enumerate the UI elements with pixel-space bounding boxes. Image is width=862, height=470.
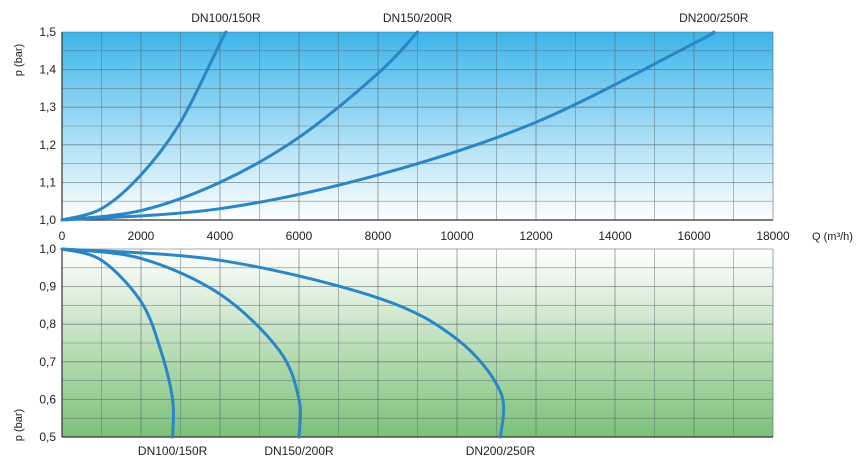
y-tick-label: 1,4 <box>39 63 56 77</box>
series-label: DN150/200R <box>264 444 334 458</box>
x-tick-label: 0 <box>59 229 66 243</box>
y-tick-label: 0,5 <box>39 430 56 444</box>
y-tick-label: 1,1 <box>39 175 56 189</box>
x-tick-label: 8000 <box>365 229 392 243</box>
bottom-tick-labels: 1,0 0,9 0,8 0,7 0,6 0,5 <box>39 242 56 444</box>
series-line <box>60 30 716 222</box>
series-label: DN100/150R <box>138 444 208 458</box>
series-line <box>60 247 302 439</box>
series-line <box>60 30 228 222</box>
top-series-labels: DN100/150R DN150/200R DN200/250R <box>191 11 749 25</box>
x-tick-label: 12000 <box>519 229 553 243</box>
bottom-series-lines <box>60 247 506 439</box>
series-label: DN200/250R <box>466 444 536 458</box>
top-y-axis-label: p (bar) <box>13 44 25 76</box>
x-tick-label: 2000 <box>128 229 155 243</box>
y-tick-label: 0,7 <box>39 355 56 369</box>
top-panel: 1,0 1,1 1,2 1,3 1,4 1,5 0 2000 4000 6000 8000 10000… <box>13 11 853 243</box>
bottom-grid <box>61 248 774 438</box>
y-tick-label: 0,6 <box>39 392 56 406</box>
y-tick-label: 0,9 <box>39 280 56 294</box>
y-tick-label: 1,0 <box>39 213 56 227</box>
x-tick-label: 6000 <box>286 229 313 243</box>
top-grid <box>61 31 774 221</box>
x-axis-label: Q (m³/h) <box>812 231 853 243</box>
x-tick-label: 16000 <box>677 229 711 243</box>
y-tick-label: 1,5 <box>39 25 56 39</box>
top-tick-labels: 1,0 1,1 1,2 1,3 1,4 1,5 0 2000 4000 6000 8000 10000… <box>39 25 790 243</box>
x-tick-label: 18000 <box>756 229 790 243</box>
bottom-panel: 1,00,90,80,70,60,5 p (bar) DN100/150R DN1… <box>13 242 774 458</box>
top-series-lines <box>60 30 716 222</box>
series-label: DN100/150R <box>191 11 261 25</box>
series-label: DN200/250R <box>679 11 749 25</box>
series-line <box>60 247 506 439</box>
y-tick-label: 1,2 <box>39 138 56 152</box>
series-line <box>60 247 175 439</box>
y-tick-label: 1,0 <box>39 242 56 256</box>
bottom-y-axis-label: p (bar) <box>13 409 25 441</box>
bottom-series-labels: DN100/150R DN150/200R DN200/250R <box>138 444 536 458</box>
y-tick-label: 0,8 <box>39 317 56 331</box>
series-label: DN150/200R <box>383 11 453 25</box>
series-line <box>60 30 419 222</box>
x-tick-label: 10000 <box>440 229 474 243</box>
y-tick-label: 1,3 <box>39 100 56 114</box>
x-tick-label: 4000 <box>207 229 234 243</box>
x-tick-label: 14000 <box>598 229 632 243</box>
